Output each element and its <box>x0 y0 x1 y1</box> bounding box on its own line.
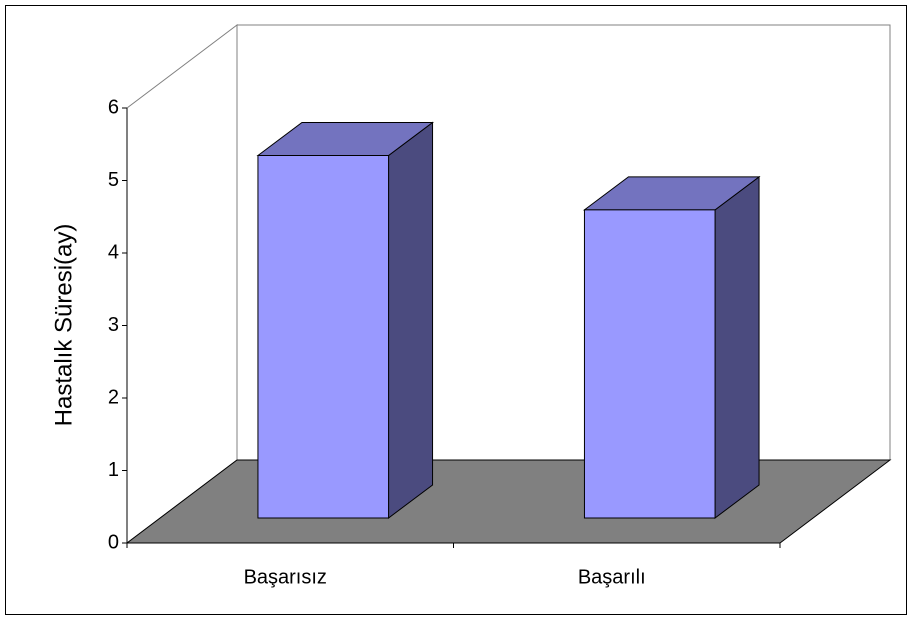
bar-side <box>388 121 434 519</box>
y-tick-label: 2 <box>108 386 119 408</box>
y-axis-label: Hastalık Süresi(ay) <box>50 224 77 427</box>
bar <box>257 155 390 519</box>
y-tick-label: 3 <box>108 314 119 336</box>
y-tick-label: 5 <box>108 169 119 191</box>
x-tick-label: Başarısız <box>244 566 327 588</box>
y-tick-label: 4 <box>108 241 119 263</box>
x-tick-label: Başarılı <box>578 566 646 588</box>
side-wall <box>126 23 238 545</box>
bar <box>583 209 716 519</box>
y-tick-label: 6 <box>108 96 119 118</box>
floor <box>125 459 892 544</box>
y-tick-label: 0 <box>108 531 119 553</box>
bar-side <box>714 175 760 519</box>
y-tick-label: 1 <box>108 459 119 481</box>
